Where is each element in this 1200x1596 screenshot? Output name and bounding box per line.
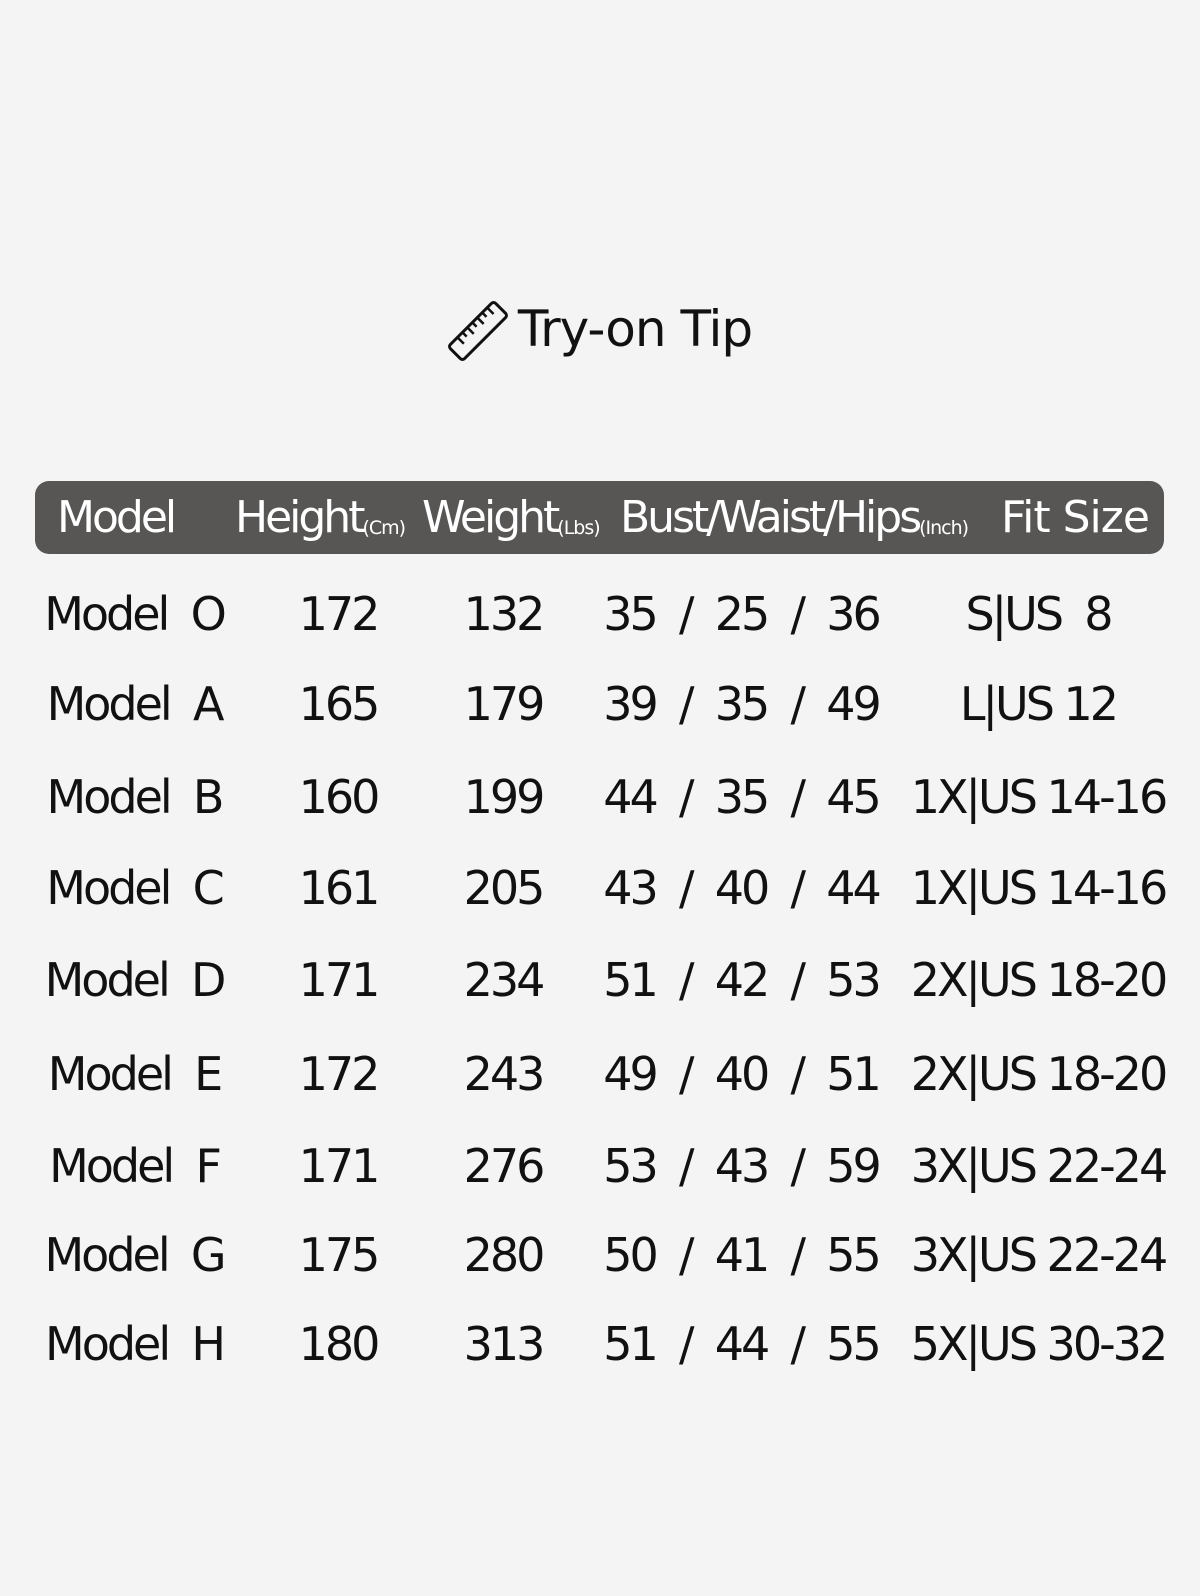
cell-fit: 5X|US 30-32 bbox=[910, 1317, 1168, 1371]
header-height-label: Height bbox=[235, 492, 365, 543]
table-row: Model D 171 234 51 / 42 / 53 2X|US 18-20 bbox=[0, 950, 1200, 1010]
cell-height: 171 bbox=[298, 953, 381, 1007]
cell-model: Model O bbox=[44, 587, 227, 641]
header-fit-label: Fit Size bbox=[1001, 492, 1150, 543]
title-text: Try-on Tip bbox=[517, 300, 753, 358]
cell-bwh: 39 / 35 / 49 bbox=[603, 677, 882, 731]
cell-bwh: 51 / 42 / 53 bbox=[603, 953, 882, 1007]
cell-model: Model E bbox=[47, 1047, 223, 1101]
cell-model: Model B bbox=[46, 770, 225, 824]
ruler-icon bbox=[447, 301, 508, 361]
cell-bwh: 49 / 40 / 51 bbox=[603, 1047, 882, 1101]
cell-height: 175 bbox=[298, 1228, 381, 1282]
table-row: Model F 171 276 53 / 43 / 59 3X|US 22-24 bbox=[0, 1136, 1200, 1196]
header-model-label: Model bbox=[57, 492, 177, 543]
cell-fit: 2X|US 18-20 bbox=[910, 953, 1168, 1007]
header-model: Model bbox=[57, 481, 177, 554]
cell-model: Model G bbox=[44, 1228, 226, 1282]
cell-bwh: 50 / 41 / 55 bbox=[603, 1228, 882, 1282]
cell-fit: 2X|US 18-20 bbox=[910, 1047, 1168, 1101]
cell-weight: 243 bbox=[463, 1047, 546, 1101]
header-weight-unit: (Lbs) bbox=[557, 516, 600, 539]
table-row: Model B 160 199 44 / 35 / 45 1X|US 14-16 bbox=[0, 767, 1200, 827]
cell-height: 171 bbox=[298, 1139, 381, 1193]
cell-weight: 199 bbox=[463, 770, 546, 824]
table-row: Model G 175 280 50 / 41 / 55 3X|US 22-24 bbox=[0, 1225, 1200, 1285]
cell-height: 165 bbox=[298, 677, 381, 731]
cell-height: 180 bbox=[298, 1317, 381, 1371]
header-bwh-label: Bust/Waist/Hips bbox=[620, 492, 922, 543]
cell-height: 161 bbox=[298, 861, 381, 915]
table-header: Model Height (Cm) Weight (Lbs) Bust/Waist/… bbox=[35, 481, 1164, 554]
header-height-unit: (Cm) bbox=[362, 516, 406, 539]
cell-model: Model D bbox=[44, 953, 227, 1007]
cell-weight: 132 bbox=[463, 587, 546, 641]
cell-height: 172 bbox=[298, 1047, 381, 1101]
cell-height: 160 bbox=[298, 770, 381, 824]
cell-model: Model A bbox=[46, 677, 225, 731]
cell-weight: 179 bbox=[463, 677, 546, 731]
cell-weight: 205 bbox=[463, 861, 546, 915]
cell-fit: 1X|US 14-16 bbox=[910, 770, 1168, 824]
cell-fit: L|US 12 bbox=[959, 677, 1119, 731]
cell-bwh: 44 / 35 / 45 bbox=[603, 770, 882, 824]
cell-fit: 3X|US 22-24 bbox=[910, 1228, 1168, 1282]
cell-model: Model C bbox=[46, 861, 224, 915]
cell-weight: 313 bbox=[463, 1317, 546, 1371]
header-weight: Weight (Lbs) bbox=[422, 481, 601, 554]
header-bwh-unit: (Inch) bbox=[919, 516, 969, 539]
cell-bwh: 53 / 43 / 59 bbox=[603, 1139, 882, 1193]
header-bwh: Bust/Waist/Hips (Inch) bbox=[620, 481, 969, 554]
cell-weight: 234 bbox=[463, 953, 546, 1007]
cell-bwh: 51 / 44 / 55 bbox=[603, 1317, 882, 1371]
table-row: Model O 172 132 35 / 25 / 36 S|US 8 bbox=[0, 584, 1200, 644]
cell-bwh: 43 / 40 / 44 bbox=[603, 861, 882, 915]
cell-fit: 1X|US 14-16 bbox=[910, 861, 1168, 915]
cell-model: Model H bbox=[45, 1317, 226, 1371]
cell-model: Model F bbox=[49, 1139, 222, 1193]
header-fit: Fit Size bbox=[1001, 481, 1150, 554]
cell-fit: S|US 8 bbox=[965, 587, 1113, 641]
cell-bwh: 35 / 25 / 36 bbox=[603, 587, 882, 641]
cell-weight: 280 bbox=[463, 1228, 546, 1282]
table-row: Model C 161 205 43 / 40 / 44 1X|US 14-16 bbox=[0, 858, 1200, 918]
table-row: Model E 172 243 49 / 40 / 51 2X|US 18-20 bbox=[0, 1044, 1200, 1104]
cell-fit: 3X|US 22-24 bbox=[910, 1139, 1168, 1193]
header-weight-label: Weight bbox=[422, 492, 560, 543]
table-row: Model A 165 179 39 / 35 / 49 L|US 12 bbox=[0, 674, 1200, 734]
header-height: Height (Cm) bbox=[235, 481, 406, 554]
section-title: Try-on Tip bbox=[0, 292, 1200, 366]
cell-weight: 276 bbox=[463, 1139, 546, 1193]
cell-height: 172 bbox=[298, 587, 381, 641]
table-row: Model H 180 313 51 / 44 / 55 5X|US 30-32 bbox=[0, 1314, 1200, 1374]
